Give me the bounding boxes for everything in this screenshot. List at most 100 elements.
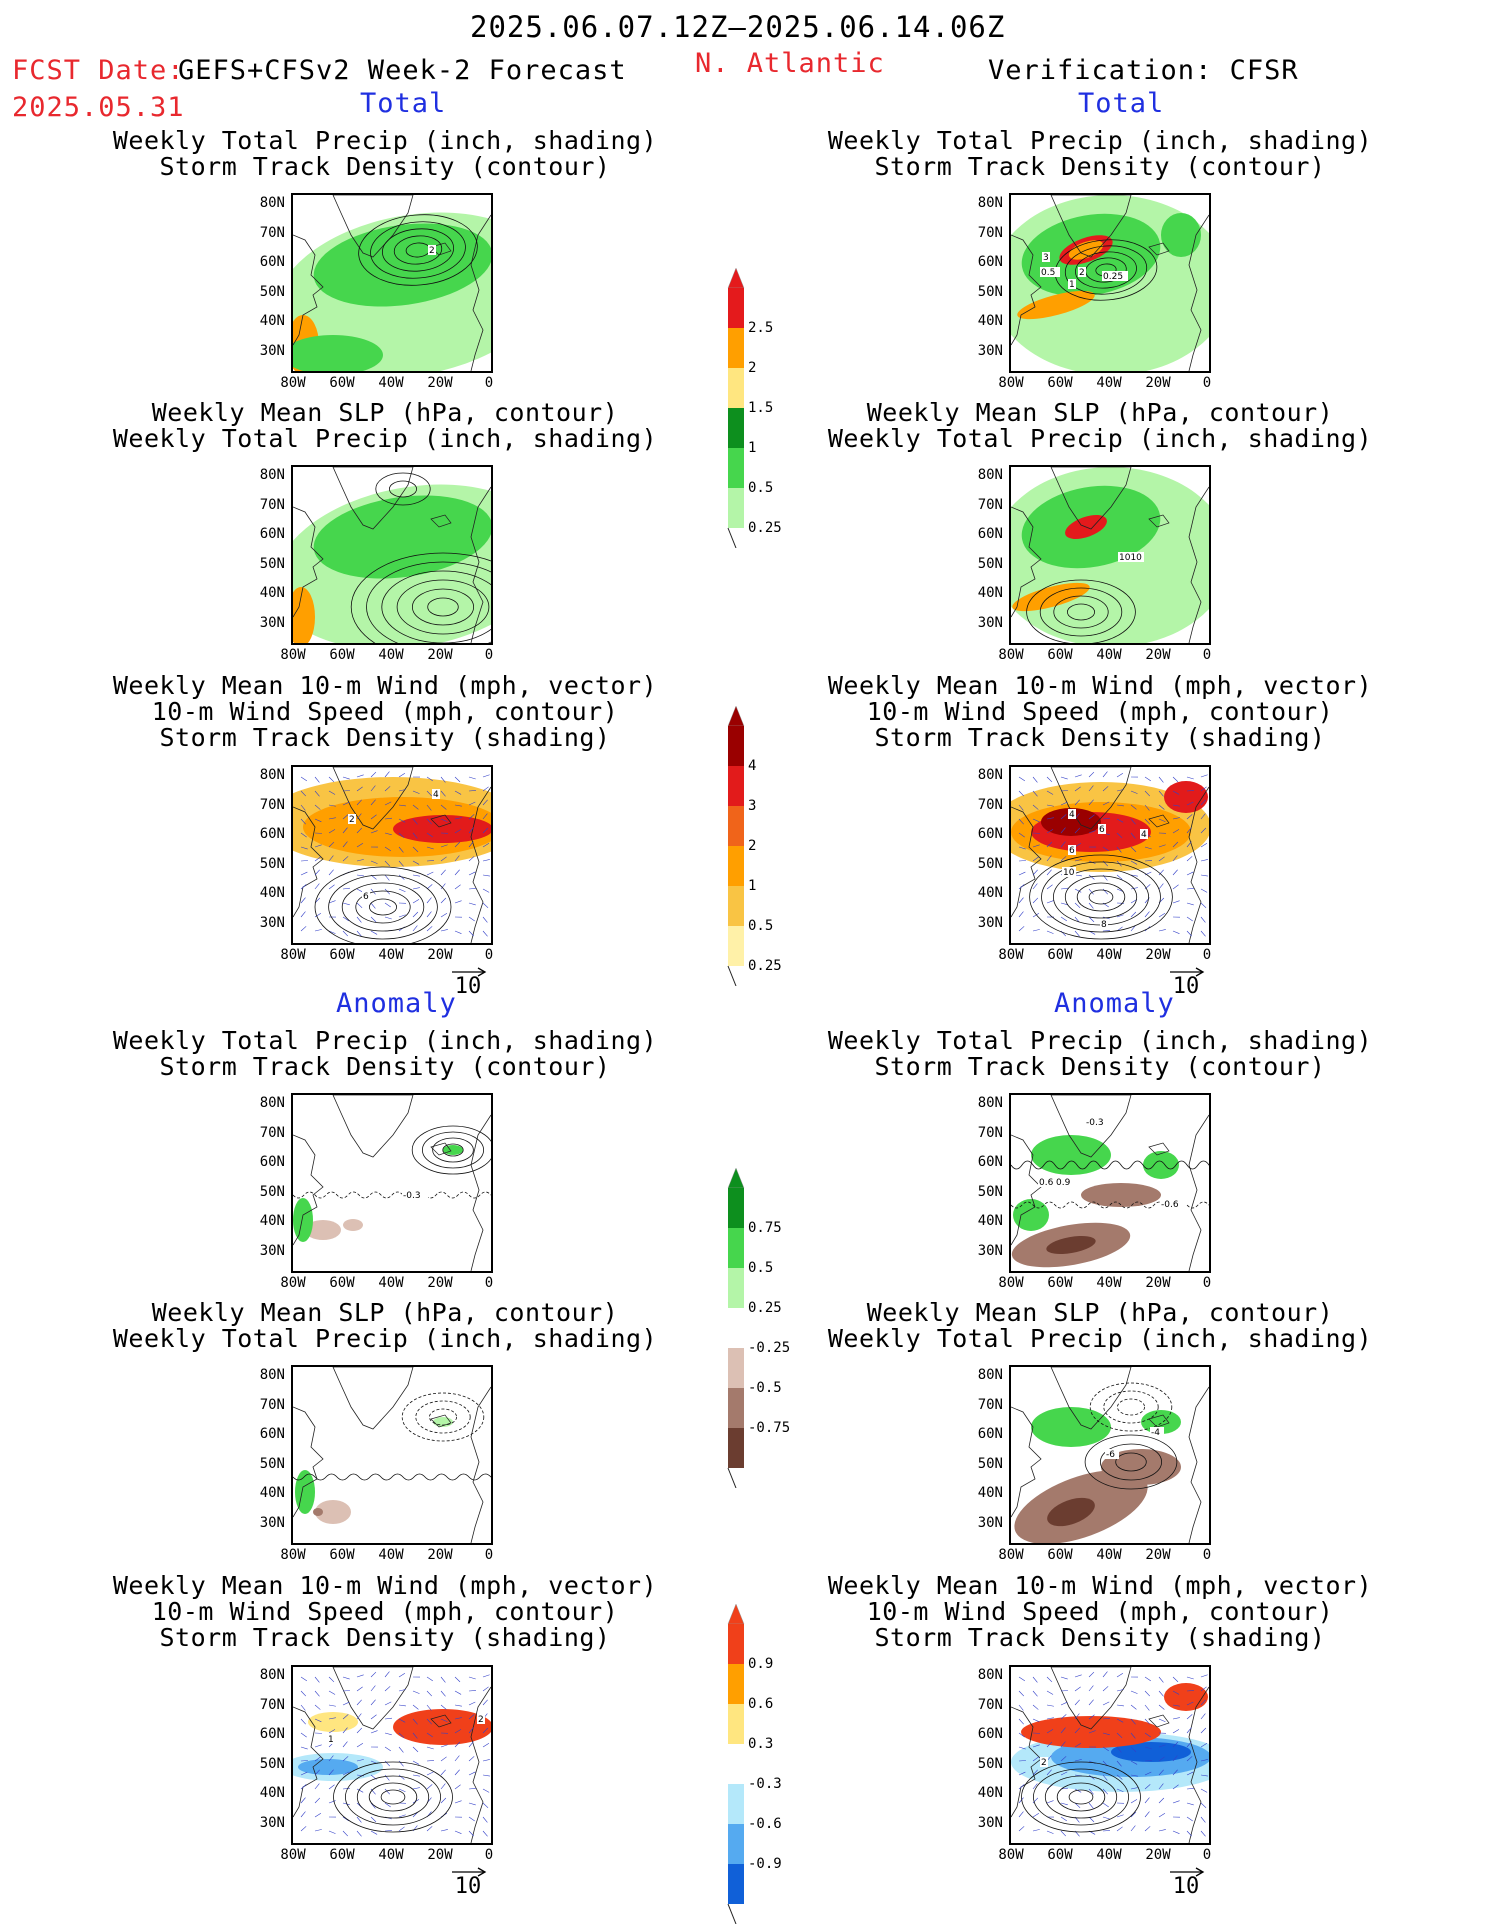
wind-vector	[1130, 1811, 1137, 1818]
wind-vector	[1046, 1830, 1054, 1834]
precip-moderate	[293, 335, 383, 371]
wind-vector	[412, 1774, 420, 1777]
wind-vector	[426, 1784, 433, 1790]
track-neg	[298, 1759, 358, 1775]
wind-vector	[1102, 1686, 1109, 1692]
colorbar-precip-total	[727, 268, 745, 548]
wind-vector	[1032, 869, 1038, 876]
wind-vector	[454, 900, 462, 904]
wind-vector	[1116, 789, 1124, 792]
iceland-outline	[430, 814, 452, 828]
wind-vector	[440, 856, 447, 862]
track-contour	[442, 1143, 464, 1157]
contour-label: 0.6	[1039, 1178, 1054, 1188]
wind-vector	[356, 1727, 363, 1734]
wind-vector	[468, 790, 477, 792]
wind-vector	[1186, 1788, 1194, 1790]
wind-vector	[454, 829, 462, 834]
wind-vector	[1200, 843, 1208, 848]
wind-vector	[1186, 776, 1194, 780]
lat-label: 30N	[977, 914, 1003, 931]
contour-label: 3	[1043, 253, 1049, 263]
precip-surplus	[295, 1470, 315, 1514]
title-fc-anom-1: Weekly Total Precip (inch, shading) Stor…	[112, 1026, 658, 1081]
wind-vector	[1060, 1701, 1068, 1706]
wind-vector	[1130, 1774, 1138, 1777]
wind-vector	[1074, 902, 1081, 909]
wind-vector	[454, 841, 461, 848]
wind-vector	[1144, 1797, 1150, 1804]
wind-vector	[356, 1816, 362, 1823]
lat-label: 50N	[259, 1183, 285, 1200]
wind-vector	[440, 1704, 447, 1710]
lat-label: 70N	[977, 796, 1003, 813]
wind-vector	[1158, 1797, 1165, 1804]
slp-contour	[396, 579, 490, 635]
colorbar-box	[728, 1824, 744, 1864]
wind-vector	[398, 846, 404, 853]
colorbar-box	[728, 1664, 744, 1704]
track-contour	[421, 1131, 484, 1169]
contour-label: -4	[1151, 1428, 1160, 1438]
wind-vector	[1088, 916, 1095, 923]
contour-label-bg	[1038, 1177, 1058, 1187]
wind-vector	[1060, 1676, 1068, 1680]
wind-vector	[342, 916, 349, 922]
lon-label: 40W	[378, 1547, 404, 1563]
wind-vector	[384, 1686, 391, 1692]
colorbar-box	[728, 886, 744, 926]
wind-vector	[412, 874, 420, 877]
title-fc-anom-2: Weekly Mean SLP (hPa, contour) Weekly To…	[112, 1298, 658, 1353]
lat-label: 80N	[259, 1667, 285, 1683]
map-fc-anom-slp-precip	[291, 1365, 493, 1545]
track-contour	[358, 214, 478, 286]
wind-vector	[1102, 786, 1109, 792]
wind-vector	[1018, 1826, 1025, 1832]
wind-vector	[1032, 804, 1039, 810]
colorbar-box	[728, 1624, 744, 1664]
wind-vector	[1144, 804, 1150, 811]
wind-vector	[1088, 902, 1094, 909]
north-america-coast	[1011, 506, 1042, 618]
wind-vector	[426, 1718, 432, 1725]
colorbar-label: 0.9	[748, 1656, 774, 1672]
wind-vector	[370, 1714, 377, 1720]
greenland-outline	[332, 195, 414, 258]
wind-vector	[468, 1771, 476, 1776]
wind-vector	[1074, 1699, 1080, 1706]
wind-vector	[454, 790, 462, 795]
wind-vector	[1172, 1769, 1178, 1776]
wind-vector	[342, 1771, 350, 1776]
wind-vector	[1186, 930, 1192, 937]
wind-vector	[454, 1729, 462, 1734]
wind-vector	[468, 1690, 477, 1692]
wind-vector	[300, 776, 308, 782]
wind-vector	[314, 883, 320, 890]
wind-vector	[356, 1774, 364, 1777]
map-ob-total-precip-track: 3 0.5 2 1 0.25	[1009, 193, 1211, 373]
wind-vector	[398, 1774, 405, 1780]
lat-label: 40N	[977, 1213, 1003, 1229]
wind-vector	[384, 1671, 390, 1678]
wind-vector	[440, 1769, 446, 1776]
contour-label-bg	[327, 1734, 335, 1744]
wind-vector	[328, 1690, 336, 1695]
iceland-outline	[430, 514, 452, 528]
contour-label-bg	[348, 814, 356, 824]
vector-ref-label-fc-total: 10	[454, 974, 482, 999]
wind-vector	[342, 1727, 348, 1734]
wind-vector	[1186, 1830, 1192, 1837]
colorbar-label: -0.9	[748, 1856, 782, 1872]
wind-speed-contour	[355, 890, 411, 924]
contour-label: 6	[1099, 825, 1105, 835]
colorbar-tail	[727, 1903, 737, 1924]
wind-vector	[1018, 926, 1025, 932]
wind-vector	[1032, 844, 1040, 848]
lat-label: 80N	[977, 467, 1003, 483]
wind-vector	[314, 929, 322, 932]
wind-vector	[300, 911, 306, 918]
wind-vector	[1158, 929, 1166, 932]
wind-vector	[328, 1830, 336, 1834]
wind-vector	[1144, 884, 1151, 890]
wind-vector	[454, 1704, 462, 1707]
